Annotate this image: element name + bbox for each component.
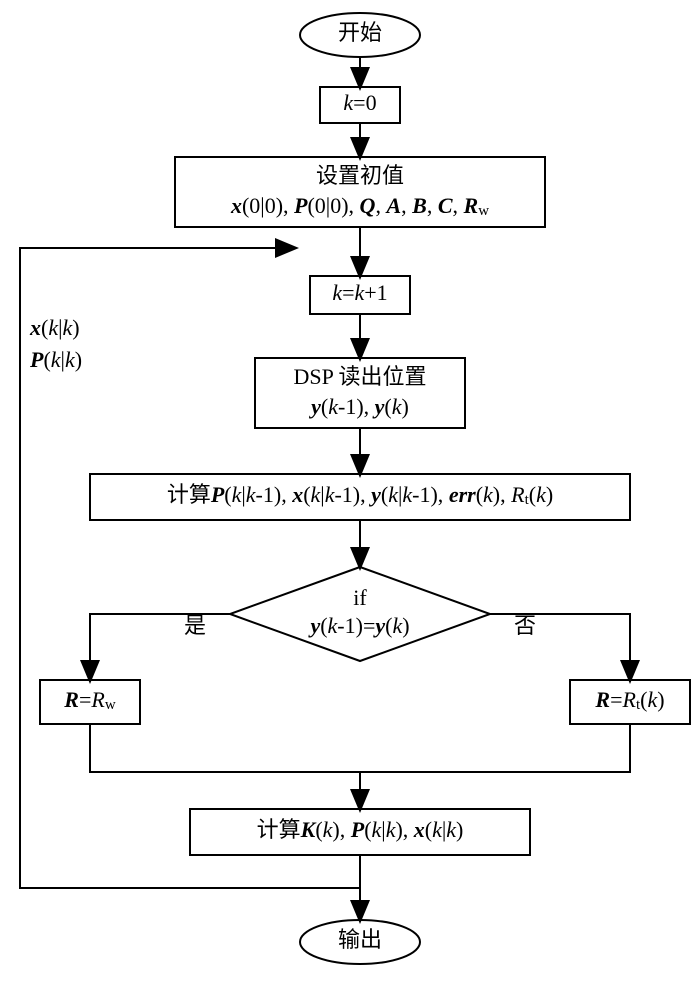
edge-6-label: 是 [184,613,206,638]
output-label: 输出 [338,927,382,952]
init_k-label: k=0 [343,90,376,115]
r_no-label: R=Rt(k) [594,687,664,713]
flowchart-svg: 开始 k=0 设置初值 x(0|0), P(0|0), Q, A, B, C, Rw k… [0,0,698,1000]
inc_k-label: k=k+1 [332,280,387,305]
set_init-line1: 设置初值 [316,163,404,188]
feedback-label-2: P(k|k) [29,347,82,372]
edge-8 [90,724,360,772]
start-label: 开始 [338,20,382,45]
edge-12 [20,248,360,888]
feedback-label-1: x(k|k) [29,315,80,340]
decision-line1: if [353,585,367,610]
compute2-label: 计算K(k), P(k|k), x(k|k) [257,817,464,842]
compute1-label: 计算P(k|k-1), x(k|k-1), y(k|k-1), err(k), … [167,482,553,508]
edge-9 [360,724,630,772]
dsp_read-line2: y(k-1), y(k) [308,394,409,419]
edge-6 [90,614,230,680]
edge-7 [490,614,630,680]
set_init-line2: x(0|0), P(0|0), Q, A, B, C, Rw [230,193,489,219]
dsp_read-line1: DSP 读出位置 [293,364,426,389]
decision-line2: y(k-1)=y(k) [307,613,409,638]
edge-7-label: 否 [514,613,536,638]
